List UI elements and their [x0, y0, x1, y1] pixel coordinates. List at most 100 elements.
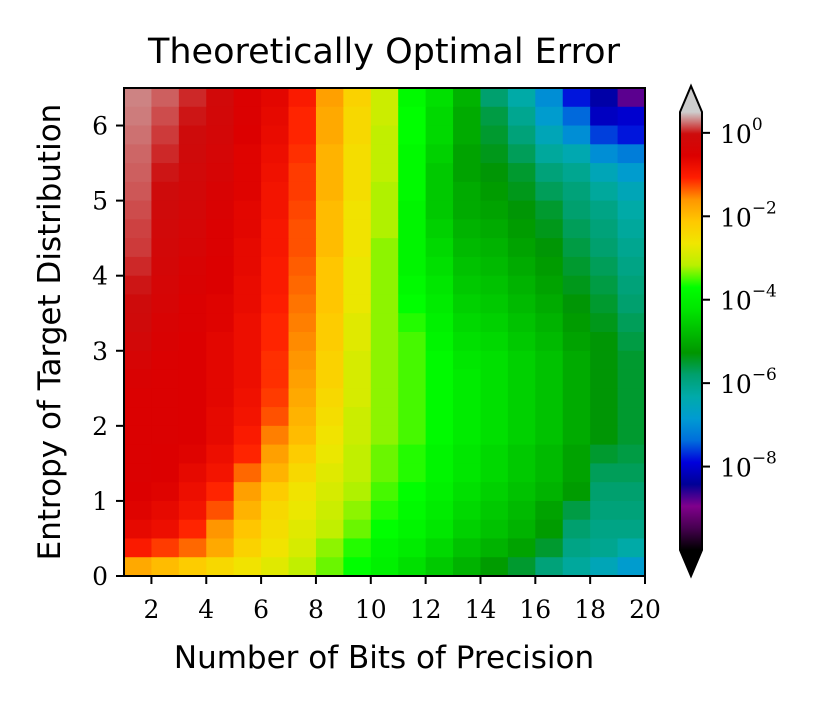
heatmap-cell	[617, 313, 646, 333]
heatmap-cell	[178, 444, 207, 464]
heatmap-cell	[151, 219, 180, 239]
heatmap-cell	[261, 294, 290, 314]
heatmap-cell	[370, 350, 399, 371]
heatmap-cell	[398, 88, 427, 108]
heatmap-cell	[206, 388, 235, 408]
heatmap-cell	[425, 407, 454, 427]
heatmap-cell	[398, 350, 427, 371]
heatmap-cell	[151, 106, 180, 127]
heatmap-cell	[398, 332, 427, 352]
heatmap-cell	[453, 181, 482, 202]
heatmap-cell	[398, 256, 427, 277]
heatmap-cell	[617, 181, 646, 202]
heatmap-cell	[315, 463, 344, 483]
heatmap-cell	[507, 144, 536, 164]
heatmap-cell	[617, 463, 646, 483]
heatmap-cell	[343, 463, 372, 483]
heatmap-cell	[124, 350, 153, 371]
heatmap-cell	[343, 425, 372, 446]
colorbar-extend-high	[680, 86, 702, 112]
heatmap-cell	[151, 238, 180, 258]
heatmap-cell	[343, 500, 372, 521]
heatmap-cell	[398, 144, 427, 164]
heatmap-cell	[315, 444, 344, 464]
heatmap-cell	[151, 163, 180, 183]
heatmap-cell	[206, 238, 235, 258]
heatmap-cell	[315, 181, 344, 202]
heatmap-cell	[288, 500, 317, 521]
heatmap-cell	[206, 557, 235, 577]
heatmap-cell	[315, 256, 344, 277]
heatmap-cell	[151, 463, 180, 483]
heatmap-cell	[261, 538, 290, 558]
heatmap-cell	[617, 557, 646, 577]
heatmap-cell	[453, 519, 482, 540]
heatmap-cell	[590, 125, 619, 145]
heatmap-cell	[124, 482, 153, 502]
heatmap-cell	[507, 444, 536, 464]
y-tick-label: 3	[92, 337, 108, 366]
heatmap-cell	[507, 106, 536, 127]
heatmap-cell	[233, 294, 262, 314]
heatmap-cell	[151, 444, 180, 464]
heatmap-cell	[535, 444, 564, 464]
heatmap-cell	[124, 557, 153, 577]
y-tick-label: 6	[92, 112, 108, 141]
heatmap-cell	[178, 125, 207, 145]
heatmap-cell	[425, 482, 454, 502]
heatmap-cell	[398, 388, 427, 408]
heatmap-cell	[480, 519, 509, 540]
y-axis-label: Entropy of Target Distribution	[32, 104, 68, 561]
heatmap-cell	[315, 388, 344, 408]
heatmap-cell	[398, 181, 427, 202]
heatmap-cell	[315, 200, 344, 220]
heatmap-cell	[425, 500, 454, 521]
heatmap-cell	[315, 538, 344, 558]
heatmap-cell	[425, 369, 454, 389]
heatmap-cell	[480, 144, 509, 164]
heatmap-cell	[315, 219, 344, 239]
heatmap-cell	[562, 219, 591, 239]
heatmap-cell	[124, 294, 153, 314]
heatmap-cell	[617, 350, 646, 371]
heatmap-cell	[315, 332, 344, 352]
heatmap-cell	[124, 519, 153, 540]
heatmap-cell	[535, 275, 564, 296]
heatmap-cell	[535, 350, 564, 371]
heatmap-cell	[453, 313, 482, 333]
heatmap-cell	[178, 369, 207, 389]
heatmap-cell	[507, 313, 536, 333]
heatmap-cell	[178, 407, 207, 427]
heatmap-cell	[343, 444, 372, 464]
heatmap-cell	[315, 500, 344, 521]
heatmap-cell	[535, 388, 564, 408]
heatmap-cell	[261, 425, 290, 446]
heatmap-cell	[453, 200, 482, 220]
heatmap-cell	[343, 313, 372, 333]
heatmap-cell	[206, 332, 235, 352]
heatmap-cell	[398, 519, 427, 540]
heatmap-cell	[233, 200, 262, 220]
heatmap-cell	[453, 557, 482, 577]
heatmap-cell	[261, 256, 290, 277]
heatmap-cell	[480, 425, 509, 446]
heatmap-cell	[562, 482, 591, 502]
heatmap-cell	[288, 388, 317, 408]
heatmap-cell	[425, 125, 454, 145]
heatmap-cell	[206, 256, 235, 277]
heatmap-cell	[233, 482, 262, 502]
heatmap-cell	[261, 388, 290, 408]
heatmap-cell	[590, 557, 619, 577]
heatmap-cell	[535, 369, 564, 389]
heatmap-cell	[480, 294, 509, 314]
heatmap-cell	[151, 369, 180, 389]
x-tick-label: 12	[410, 595, 442, 624]
heatmap-cell	[425, 275, 454, 296]
heatmap-cell	[535, 200, 564, 220]
heatmap-cell	[453, 407, 482, 427]
heatmap-cell	[315, 163, 344, 183]
heatmap-cell	[453, 256, 482, 277]
heatmap-cell	[370, 219, 399, 239]
heatmap-cell	[124, 200, 153, 220]
